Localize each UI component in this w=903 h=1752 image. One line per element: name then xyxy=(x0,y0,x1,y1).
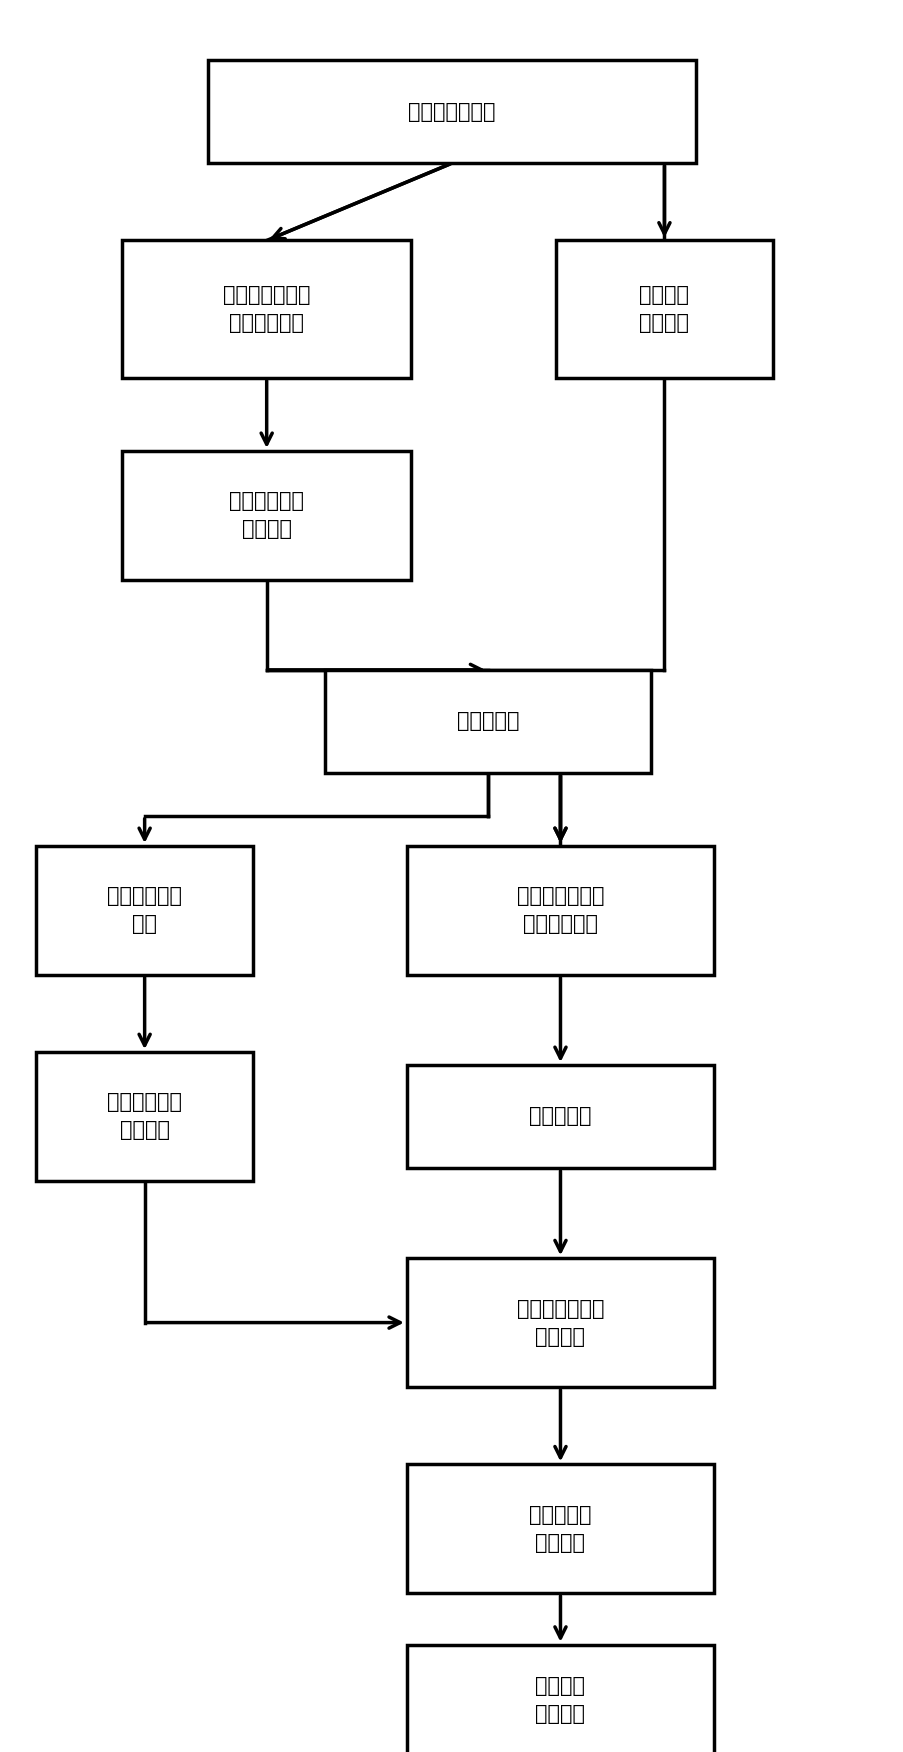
Text: 联络通道
施工准备: 联络通道 施工准备 xyxy=(638,286,689,333)
Bar xyxy=(406,1465,713,1593)
Text: 顶管机就位: 顶管机就位 xyxy=(456,711,519,731)
Bar xyxy=(406,1258,713,1388)
Bar xyxy=(36,1051,253,1181)
Text: 顶管机推进: 顶管机推进 xyxy=(528,1107,591,1127)
Text: 联络通道
贯通完成: 联络通道 贯通完成 xyxy=(535,1677,585,1724)
Text: 顶管接收平台
安装: 顶管接收平台 安装 xyxy=(107,887,182,934)
Bar xyxy=(406,846,713,974)
Bar xyxy=(406,1645,713,1752)
Bar xyxy=(208,60,695,163)
Text: 拼装特殊管片环: 拼装特殊管片环 xyxy=(408,102,495,121)
Bar xyxy=(122,240,411,378)
Text: 顶管始发密封
装置安装: 顶管始发密封 装置安装 xyxy=(229,491,303,540)
Text: 顶管机始发切削
特殊管片出洞: 顶管机始发切削 特殊管片出洞 xyxy=(517,887,603,934)
Text: 洞门封堵及
接头施工: 洞门封堵及 接头施工 xyxy=(528,1505,591,1552)
Bar xyxy=(122,450,411,580)
Bar xyxy=(555,240,772,378)
Bar xyxy=(325,669,650,773)
Bar xyxy=(406,1065,713,1169)
Text: 顶管接收密封
装置安装: 顶管接收密封 装置安装 xyxy=(107,1093,182,1141)
Bar xyxy=(36,846,253,974)
Text: 顶管机到达切削
管片进洞: 顶管机到达切削 管片进洞 xyxy=(517,1298,603,1347)
Text: 顶管始发平台及
顶进系统安装: 顶管始发平台及 顶进系统安装 xyxy=(223,286,310,333)
